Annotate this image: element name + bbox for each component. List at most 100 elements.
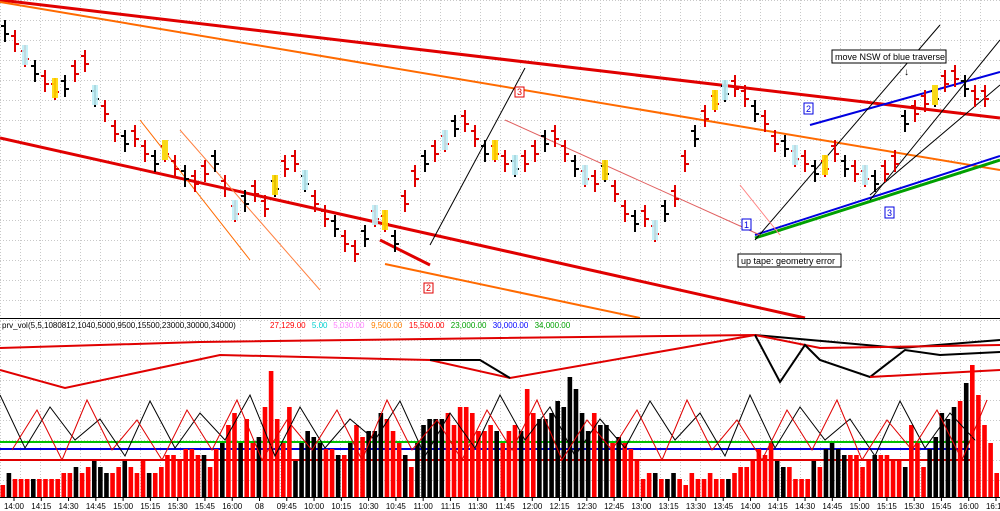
volume-bar [396, 443, 402, 497]
volume-bar [567, 377, 573, 497]
blue-box-2-label: 2 [806, 104, 811, 114]
volume-bar [982, 425, 987, 497]
x-tick-label: 13:30 [686, 502, 707, 511]
volume-bar [134, 473, 140, 497]
x-tick-label: 11:15 [441, 502, 461, 511]
volume-bar [829, 443, 835, 497]
blue-upper-line [809, 71, 1000, 126]
x-tick-label: 16:15 [986, 502, 1000, 511]
highlight-cyan [512, 155, 518, 175]
orange-lower-line [384, 263, 641, 319]
x-tick-label: 11:45 [495, 502, 515, 511]
volume-bar [207, 467, 213, 497]
volume-bar [299, 443, 304, 497]
channel-upper-line [0, 0, 1000, 120]
volume-bar [689, 473, 695, 497]
vol-red-swing [0, 334, 756, 390]
highlight-yellow [52, 78, 58, 98]
lower-red-line [379, 238, 431, 267]
x-tick-label: 16:00 [222, 502, 243, 511]
volume-bar [994, 473, 999, 497]
indicator-level: 27,129.00 [270, 321, 306, 330]
highlight-yellow [822, 155, 828, 175]
volume-bar [732, 473, 737, 497]
volume-bar [445, 413, 451, 497]
volume-bar [866, 461, 871, 497]
volume-bar [189, 449, 195, 497]
x-tick-label: 13:45 [713, 502, 734, 511]
volume-bar [116, 467, 121, 497]
volume-bar [280, 443, 286, 497]
indicator-level: 34,000.00 [535, 321, 571, 330]
volume-bar [91, 461, 97, 497]
volume-bar [799, 479, 804, 497]
volume-bar [640, 479, 646, 497]
x-tick-label: 14:45 [86, 502, 107, 511]
volume-bar [805, 479, 810, 497]
volume-bar [890, 461, 896, 497]
volume-bar [37, 479, 42, 497]
volume-bar [451, 425, 457, 497]
volume-bar [622, 443, 628, 497]
blue-box-1 [741, 218, 752, 231]
volume-bar [427, 419, 432, 497]
volume-bar [488, 425, 493, 497]
volume-bar [43, 479, 48, 497]
x-tick-label: 12:30 [577, 502, 598, 511]
volume-bar [573, 389, 579, 497]
highlight-cyan [302, 170, 308, 190]
volume-bar [933, 437, 939, 497]
x-tick-label: 09:45 [277, 502, 298, 511]
volume-bar [98, 467, 103, 497]
volume-bar [122, 461, 128, 497]
highlight-cyan [92, 85, 98, 105]
channel-lower-line [0, 136, 806, 320]
indicator-level: 15,500.00 [409, 321, 445, 330]
x-tick-label: 10:45 [386, 502, 407, 511]
price-bars [1, 20, 989, 262]
volume-bar [988, 443, 993, 497]
volume-bar [165, 455, 170, 497]
x-tick-label: 08 [255, 502, 264, 511]
volume-bar [957, 401, 963, 497]
volume-bar [256, 437, 262, 497]
volume-bar [500, 443, 506, 497]
red-box-2-label: 2 [426, 283, 431, 293]
volume-bar [591, 413, 597, 497]
volume-bar [927, 449, 932, 497]
x-tick-label: 14:15 [768, 502, 789, 511]
blue-traverse-line [754, 155, 1000, 236]
x-tick-label: 14:30 [59, 502, 80, 511]
highlight-yellow [932, 85, 938, 105]
highlight-cyan [722, 80, 728, 100]
x-tick-label: 15:30 [168, 502, 189, 511]
volume-bar [738, 467, 743, 497]
volume-bar [250, 443, 256, 497]
x-tick-label: 13:00 [631, 502, 652, 511]
volume-bar [506, 431, 512, 497]
volume-bar [945, 419, 951, 497]
volume-bar [177, 461, 182, 497]
volume-bar [79, 473, 85, 497]
x-tick-label: 10:30 [359, 502, 380, 511]
price-annotations: 3 2 1 2 3 move NSW of blue traverse ↓ up… [423, 49, 947, 294]
volume-bar [201, 455, 207, 497]
volume-bar [262, 407, 268, 497]
volume-bar [963, 383, 969, 497]
x-tick-label: 16:00 [959, 502, 980, 511]
volume-bar [366, 431, 371, 497]
volume-bar [220, 443, 225, 497]
red-box-2 [423, 282, 434, 294]
volume-bar [762, 455, 768, 497]
note-box-geometry [737, 253, 842, 268]
tape-line [869, 84, 1000, 196]
volume-bar [6, 473, 12, 497]
blue-box-3 [884, 206, 895, 219]
volume-bar [159, 467, 164, 497]
highlight-yellow [272, 175, 278, 195]
volume-bar [646, 473, 652, 497]
indicator-params: (5,5,1080812,1040,5000,9500,15500,23000,… [28, 321, 236, 330]
volume-bar [787, 467, 792, 497]
highlight-yellow [492, 140, 498, 160]
price-trend-lines [0, 0, 1000, 320]
